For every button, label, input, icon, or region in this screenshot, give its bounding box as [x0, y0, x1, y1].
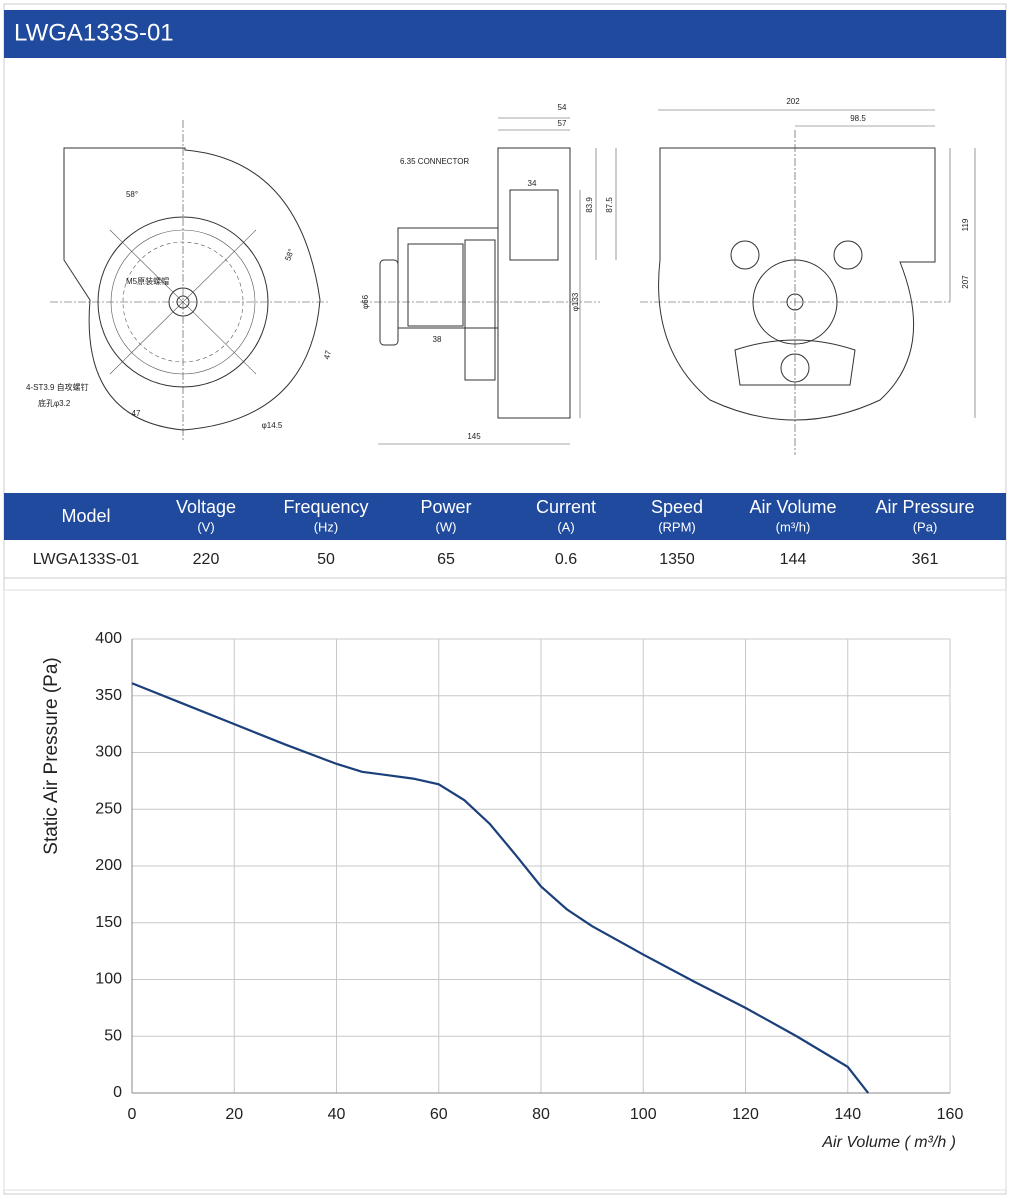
y-tick-label: 300 — [95, 744, 122, 761]
dimension-label: 58° — [126, 190, 138, 199]
table-cell: 144 — [780, 551, 807, 568]
dimension-label: 87.5 — [605, 197, 614, 213]
dimension-label: 57 — [558, 119, 567, 128]
dimension-label: 6.35 CONNECTOR — [400, 157, 469, 166]
column-unit: (m³/h) — [776, 519, 811, 534]
x-tick-label: 40 — [328, 1106, 346, 1123]
y-tick-label: 250 — [95, 800, 122, 817]
y-tick-label: 200 — [95, 857, 122, 874]
spec-table: Model Voltage (V) Frequency (Hz) Power (W) Curr… — [33, 497, 975, 568]
chart-frame — [3, 589, 1007, 1191]
technical-drawing: 54 57 34 83.9 87.5 φ133 φ66 38 145 202 9… — [26, 97, 976, 455]
y-tick-label: 150 — [95, 914, 122, 931]
dimension-label: φ66 — [361, 294, 370, 309]
dimension-label: 83.9 — [585, 197, 594, 213]
column-header: Air Volume — [749, 497, 836, 517]
table-cell: 65 — [437, 551, 455, 568]
data-line — [131, 682, 870, 1094]
dimension-label: 4-ST3.9 自攻螺钉 — [26, 382, 89, 392]
dimension-label: φ133 — [571, 292, 580, 311]
table-cell: 220 — [193, 551, 220, 568]
y-tick-label: 100 — [95, 971, 122, 988]
y-tick-label: 0 — [113, 1084, 122, 1101]
table-cell: 50 — [317, 551, 335, 568]
column-unit: (W) — [436, 519, 457, 534]
y-axis-label: Static Air Pressure (Pa) — [41, 657, 62, 854]
header-title: LWGA133S-01 — [14, 19, 174, 46]
column-unit: (V) — [197, 519, 214, 534]
dimension-label: 47 — [132, 409, 141, 418]
x-tick-label: 120 — [732, 1106, 759, 1123]
x-tick-label: 100 — [630, 1106, 657, 1123]
x-tick-label: 60 — [430, 1106, 448, 1123]
dimension-label: 119 — [961, 218, 970, 231]
table-header-bar — [4, 493, 1006, 540]
table-cell: 1350 — [659, 551, 695, 568]
frame — [3, 3, 1007, 1195]
dimension-label: 98.5 — [850, 114, 866, 123]
dimension-label: 54 — [558, 103, 567, 112]
column-unit: (RPM) — [658, 519, 696, 534]
y-tick-label: 350 — [95, 687, 122, 704]
x-tick-label: 20 — [225, 1106, 243, 1123]
header-bar — [4, 10, 1006, 58]
x-tick-label: 140 — [834, 1106, 861, 1123]
dimension-label: 34 — [528, 179, 537, 188]
x-tick-label: 160 — [937, 1106, 964, 1123]
column-unit: (A) — [557, 519, 574, 534]
table-cell: 361 — [912, 551, 939, 568]
dimension-label: 145 — [467, 432, 481, 441]
dimension-label: 207 — [961, 275, 970, 289]
column-header: Speed — [651, 497, 703, 517]
dimension-label: 58° — [283, 248, 296, 262]
dimension-label: 38 — [433, 335, 442, 344]
column-unit: (Pa) — [913, 519, 938, 534]
chart: 0 50 100 150 200 250 300 350 400 0 20 40 60 80 100 120 1… — [41, 630, 963, 1151]
column-header: Air Pressure — [875, 497, 974, 517]
table-cell: LWGA133S-01 — [33, 551, 140, 568]
dimension-label: φ14.5 — [262, 421, 283, 430]
dimension-label: 202 — [786, 97, 800, 106]
table-cell: 0.6 — [555, 551, 577, 568]
column-header: Power — [420, 497, 471, 517]
dimension-label: 47 — [322, 349, 333, 360]
column-header: Current — [536, 497, 596, 517]
dimension-label: 底孔φ3.2 — [38, 398, 71, 408]
dimension-label: M5原装螺帽 — [126, 276, 169, 286]
y-tick-label: 50 — [104, 1027, 122, 1044]
column-header: Voltage — [176, 497, 236, 517]
x-axis-label: Air Volume ( m³/h ) — [821, 1134, 956, 1151]
column-unit: (Hz) — [314, 519, 339, 534]
x-tick-label: 80 — [532, 1106, 550, 1123]
y-tick-label: 400 — [95, 630, 122, 647]
x-tick-label: 0 — [128, 1106, 137, 1123]
column-header: Frequency — [283, 497, 368, 517]
column-header: Model — [61, 506, 110, 526]
